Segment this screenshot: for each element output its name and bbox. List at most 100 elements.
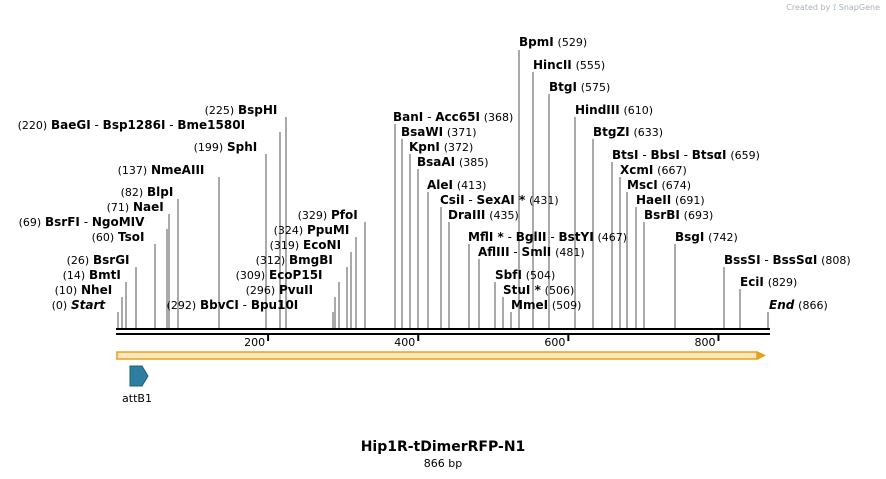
site-label-sbfi[interactable]: SbfI (504) xyxy=(495,268,555,282)
site-position: (742) xyxy=(708,231,738,244)
site-position: (385) xyxy=(459,156,489,169)
site-label-stui[interactable]: StuI * (506) xyxy=(503,283,574,297)
site-label-kpni[interactable]: KpnI (372) xyxy=(409,140,473,154)
site-label-haeii[interactable]: HaeII (691) xyxy=(636,193,705,207)
site-label-naei[interactable]: (71) NaeI xyxy=(107,200,164,214)
enzyme-name: HindIII xyxy=(575,103,620,117)
site-position: (10) xyxy=(55,284,78,297)
separator: - xyxy=(465,193,477,207)
enzyme-name: Bpu10I xyxy=(251,298,298,312)
site-label-bsssi[interactable]: BssSI - BssSαI (808) xyxy=(724,253,851,267)
site-label-econi[interactable]: (319) EcoNI xyxy=(270,238,341,252)
separator: - xyxy=(680,148,692,162)
enzyme-name: Start xyxy=(71,298,106,312)
site-label-end[interactable]: End (866) xyxy=(769,298,828,312)
site-label-bsgi[interactable]: BsgI (742) xyxy=(675,230,738,244)
site-label-btgi[interactable]: BtgI (575) xyxy=(549,80,610,94)
site-label-bsrgi[interactable]: (26) BsrGI xyxy=(67,253,130,267)
site-label-msci[interactable]: MscI (674) xyxy=(627,178,691,192)
site-label-draiii[interactable]: DraIII (435) xyxy=(448,208,519,222)
site-label-mfli[interactable]: MflI * - BglII - BstYI (467) xyxy=(468,230,627,244)
site-label-afliii[interactable]: AflIII - SmlI (481) xyxy=(478,245,585,259)
enzyme-name: BtsαI xyxy=(692,148,727,162)
enzyme-name: AflIII xyxy=(478,245,510,259)
site-position: (509) xyxy=(552,299,582,312)
site-position: (220) xyxy=(18,119,48,132)
site-position: (575) xyxy=(581,81,611,94)
enzyme-name: MflI * xyxy=(468,230,504,244)
enzyme-name: End xyxy=(769,298,795,312)
separator: - xyxy=(510,245,522,259)
enzyme-name: KpnI xyxy=(409,140,440,154)
site-position: (866) xyxy=(798,299,828,312)
site-position: (674) xyxy=(662,179,692,192)
site-position: (467) xyxy=(598,231,628,244)
construct-title: Hip1R-tDimerRFP-N1 xyxy=(360,439,526,455)
site-label-bpmi[interactable]: BpmI (529) xyxy=(519,35,587,49)
enzyme-name: NheI xyxy=(81,283,112,297)
site-label-ppumi[interactable]: (324) PpuMI xyxy=(274,223,350,237)
site-label-blpi[interactable]: (82) BlpI xyxy=(121,185,174,199)
enzyme-name: BmtI xyxy=(89,268,121,282)
enzyme-name: SbfI xyxy=(495,268,522,282)
site-position: (633) xyxy=(633,126,663,139)
site-label-bsrfi[interactable]: (69) BsrFI - NgoMIV xyxy=(19,215,146,229)
enzyme-name: Acc65I xyxy=(435,110,480,124)
enzyme-name: BaeGI xyxy=(51,118,91,132)
enzyme-name: BtsI xyxy=(612,148,639,162)
snapgene-logo-icon: ⟟ xyxy=(832,3,837,13)
separator: - xyxy=(423,110,435,124)
site-label-baegi[interactable]: (220) BaeGI - Bsp1286I - Bme1580I xyxy=(18,118,245,132)
site-label-pfoi[interactable]: (329) PfoI xyxy=(298,208,358,222)
attb1-label: attB1 xyxy=(122,392,152,405)
orf-arrowhead-icon xyxy=(757,351,766,360)
enzyme-name: EciI xyxy=(740,275,764,289)
site-position: (309) xyxy=(236,269,266,282)
site-label-ecii[interactable]: EciI (829) xyxy=(740,275,797,289)
orf-bar[interactable] xyxy=(116,351,758,360)
site-position: (71) xyxy=(107,201,130,214)
enzyme-name: BtgZI xyxy=(593,125,630,139)
credit-text: Created by xyxy=(786,3,831,12)
site-label-bsaai[interactable]: BsaAI (385) xyxy=(417,155,489,169)
site-label-bbvci[interactable]: (292) BbvCI - Bpu10I xyxy=(167,298,299,312)
feature-attb1[interactable]: attB1 xyxy=(122,365,152,405)
site-label-bmgbi[interactable]: (312) BmgBI xyxy=(256,253,333,267)
site-label-ecop15i[interactable]: (309) EcoP15I xyxy=(236,268,323,282)
site-label-hincii[interactable]: HincII (555) xyxy=(533,58,605,72)
site-label-sphi[interactable]: (199) SphI xyxy=(194,140,258,154)
enzyme-name: EcoP15I xyxy=(269,268,323,282)
site-label-btsi[interactable]: BtsI - BbsI - BtsαI (659) xyxy=(612,148,760,162)
separator: - xyxy=(504,230,516,244)
site-label-tsoi[interactable]: (60) TsoI xyxy=(92,230,145,244)
site-label-bmti[interactable]: (14) BmtI xyxy=(63,268,121,282)
site-label-nmeaiii[interactable]: (137) NmeAIII xyxy=(118,163,205,177)
site-label-bani[interactable]: BanI - Acc65I (368) xyxy=(393,110,513,124)
site-position: (610) xyxy=(624,104,654,117)
attb1-arrow-icon[interactable] xyxy=(129,365,149,387)
enzyme-name: BspHI xyxy=(238,103,277,117)
orf-arrow[interactable] xyxy=(116,351,766,360)
enzyme-name: BtgI xyxy=(549,80,577,94)
site-label-bsphi[interactable]: (225) BspHI xyxy=(205,103,278,117)
site-position: (506) xyxy=(545,284,575,297)
site-position: (481) xyxy=(555,246,585,259)
site-label-pvuii[interactable]: (296) PvuII xyxy=(246,283,314,297)
site-label-xcmi[interactable]: XcmI (667) xyxy=(620,163,687,177)
site-label-alei[interactable]: AleI (413) xyxy=(427,178,486,192)
site-position: (292) xyxy=(167,299,197,312)
site-label-hindiii[interactable]: HindIII (610) xyxy=(575,103,653,117)
enzyme-name: HincII xyxy=(533,58,572,72)
site-label-btgzi[interactable]: BtgZI (633) xyxy=(593,125,663,139)
site-label-nhei[interactable]: (10) NheI xyxy=(55,283,113,297)
site-label-mmei[interactable]: MmeI (509) xyxy=(511,298,581,312)
site-position: (691) xyxy=(675,194,705,207)
enzyme-name: BglII xyxy=(516,230,547,244)
site-label-bsrbi[interactable]: BsrBI (693) xyxy=(644,208,713,222)
site-position: (371) xyxy=(447,126,477,139)
enzyme-name: PfoI xyxy=(331,208,358,222)
site-label-bsawi[interactable]: BsaWI (371) xyxy=(401,125,477,139)
site-label-start[interactable]: (0) Start xyxy=(52,298,107,312)
separator: - xyxy=(761,253,773,267)
site-label-csii[interactable]: CsiI - SexAI * (431) xyxy=(440,193,559,207)
